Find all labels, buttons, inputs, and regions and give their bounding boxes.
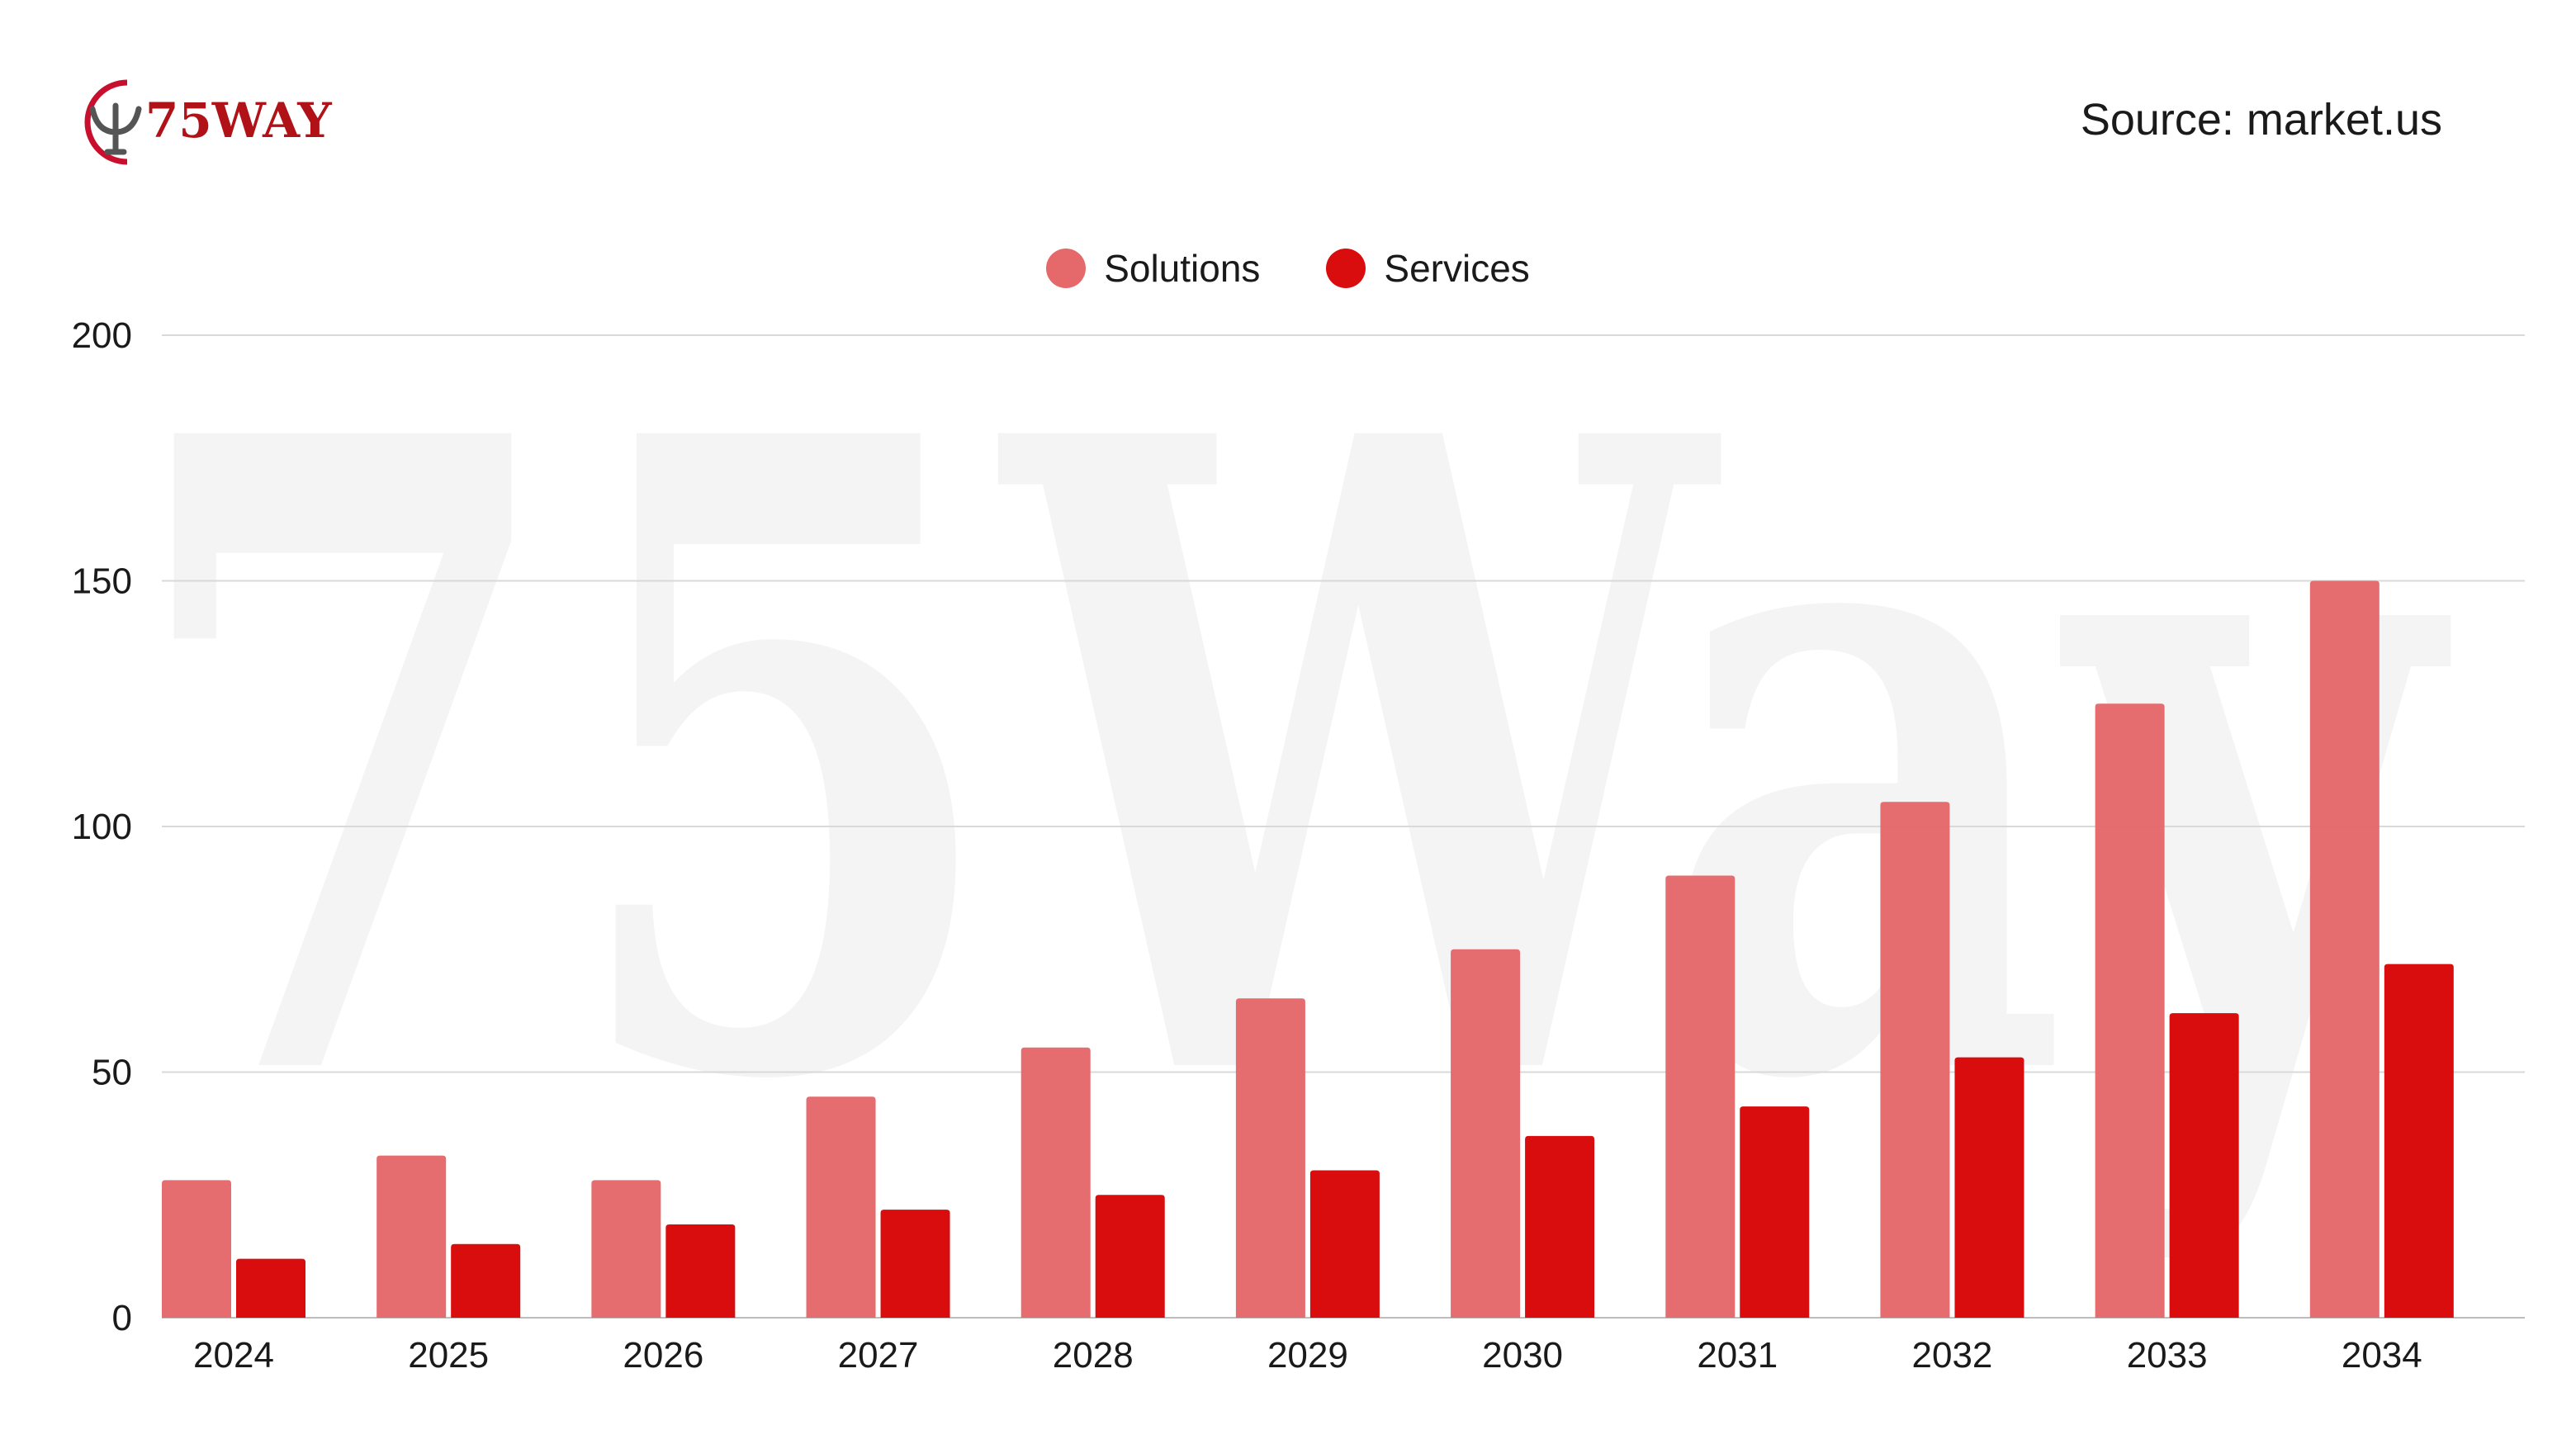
bar-solutions-2026 [591,1180,661,1318]
x-tick-label: 2029 [1267,1335,1348,1376]
bar-services-2025 [451,1243,521,1318]
bar-services-2027 [880,1210,950,1318]
x-tick-label: 2028 [1053,1335,1134,1376]
legend-label-services: Services [1384,247,1530,290]
bar-services-2026 [665,1224,736,1318]
logo-trident-icon [89,102,142,155]
y-tick-label: 150 [72,561,132,602]
x-tick-label: 2031 [1697,1335,1778,1376]
logo-wordmark: 75WAY [145,92,332,149]
bar-services-2033 [2169,1013,2239,1318]
bar-services-2024 [236,1258,305,1318]
legend-swatch-services [1326,249,1366,288]
bars [162,580,2454,1318]
bar-solutions-2034 [2309,580,2379,1318]
bar-services-2029 [1309,1170,1380,1318]
x-tick-label: 2034 [2342,1335,2422,1376]
x-tick-label: 2026 [623,1335,703,1376]
x-tick-label: 2030 [1482,1335,1563,1376]
bar-services-2032 [1954,1057,2024,1318]
x-tick-label: 2032 [1912,1335,1993,1376]
bar-solutions-2027 [806,1096,876,1318]
x-axis: 2024 2025 2026 2027 2028 2029 2030 2031 2032 2033… [193,1335,2422,1376]
legend-swatch-solutions [1046,249,1087,288]
x-tick-label: 2027 [838,1335,919,1376]
bar-solutions-2031 [1665,875,1735,1318]
x-tick-label: 2025 [408,1335,489,1376]
y-tick-label: 50 [92,1053,132,1093]
legend-item-services: Services [1326,246,1530,291]
brand-logo: 75WAY [84,79,332,165]
bar-services-2028 [1095,1195,1165,1318]
bar-solutions-2028 [1020,1047,1091,1318]
y-tick-label: 100 [72,807,132,847]
bar-services-2030 [1525,1135,1595,1318]
bar-solutions-2033 [2095,703,2165,1318]
bar-services-2034 [2384,964,2454,1318]
y-tick-label: 200 [72,315,132,356]
legend-label-solutions: Solutions [1104,247,1261,290]
bar-solutions-2032 [1880,802,1950,1318]
logo-ring-icon [84,79,128,165]
bar-solutions-2025 [376,1155,447,1318]
bar-solutions-2030 [1451,949,1521,1318]
y-tick-label: 0 [112,1298,132,1338]
source-label: Source: market.us [2080,95,2442,144]
bar-solutions-2024 [162,1180,231,1318]
bar-solutions-2029 [1235,998,1305,1318]
x-tick-label: 2033 [2127,1335,2208,1376]
bar-services-2031 [1740,1106,1810,1318]
chart-legend: Solutions Services [0,239,2576,297]
x-tick-label: 2024 [193,1335,274,1376]
legend-item-solutions: Solutions [1046,246,1260,291]
y-axis: 0 50 100 150 200 [72,315,132,1338]
